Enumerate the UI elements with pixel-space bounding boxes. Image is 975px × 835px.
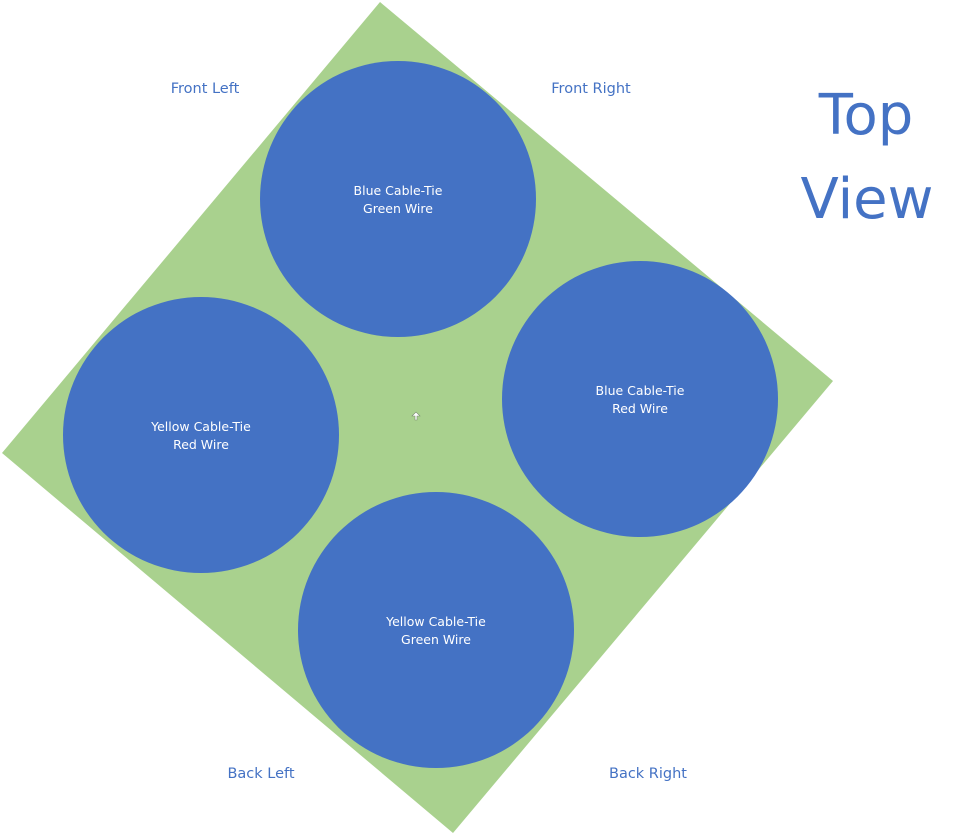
circle-top: Blue Cable-Tie Green Wire <box>260 61 536 337</box>
circle-bottom: Yellow Cable-Tie Green Wire <box>298 492 574 768</box>
title-line2: View <box>801 167 934 232</box>
circle-left: Yellow Cable-Tie Red Wire <box>63 297 339 573</box>
circle-bottom-shape <box>298 492 574 768</box>
circle-right-label-line1: Blue Cable-Tie <box>596 383 685 398</box>
circle-right-label-line2: Red Wire <box>612 401 668 416</box>
board-diamond <box>2 2 833 833</box>
circle-bottom-label-line1: Yellow Cable-Tie <box>385 614 486 629</box>
label-back-right: Back Right <box>609 766 687 782</box>
title-line1: Top <box>818 83 914 148</box>
circle-left-shape <box>63 297 339 573</box>
move-cursor-icon <box>411 411 421 421</box>
label-front-right: Front Right <box>551 81 631 97</box>
circle-left-label-line2: Red Wire <box>173 437 229 452</box>
label-back-left: Back Left <box>227 766 294 782</box>
circle-top-label-line1: Blue Cable-Tie <box>354 183 443 198</box>
circle-top-shape <box>260 61 536 337</box>
circle-right-shape <box>502 261 778 537</box>
label-front-left: Front Left <box>171 81 240 97</box>
circle-bottom-label-line2: Green Wire <box>401 632 471 647</box>
circle-left-label-line1: Yellow Cable-Tie <box>150 419 251 434</box>
circle-right: Blue Cable-Tie Red Wire <box>502 261 778 537</box>
circle-top-label-line2: Green Wire <box>363 201 433 216</box>
